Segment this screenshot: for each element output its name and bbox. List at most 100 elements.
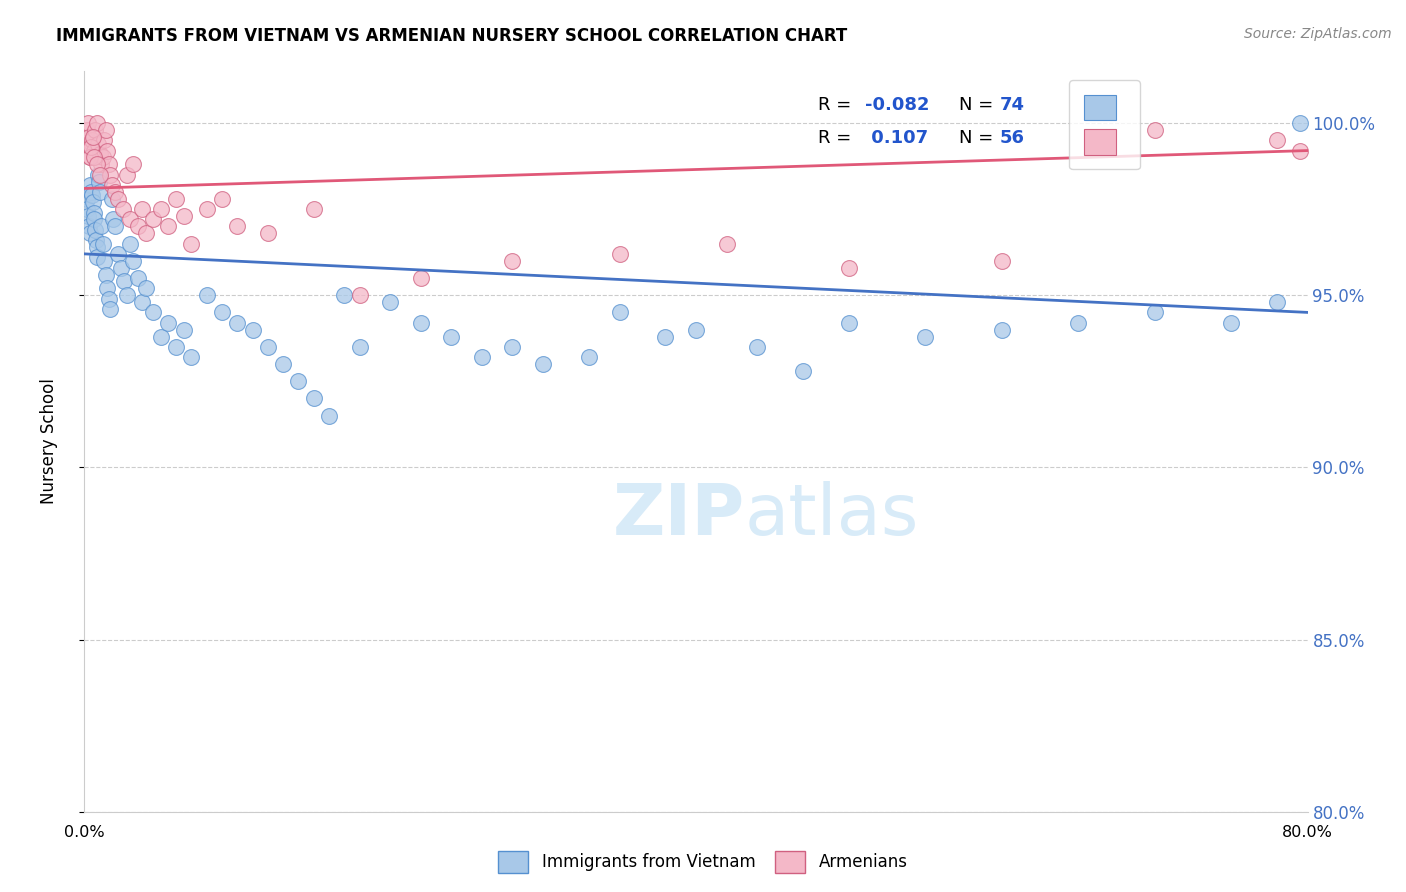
Point [471,350,494,364]
Point [173,209,195,223]
Text: 0.0%: 0.0% [65,825,104,840]
Point [211,305,233,319]
Point [79,226,101,240]
Point [77,116,100,130]
Point [127,271,149,285]
Point [101,178,124,192]
Point [80,140,103,154]
Point [531,357,554,371]
Point [409,316,432,330]
Point [1289,116,1312,130]
Point [84,123,107,137]
Point [87,168,110,182]
Point [122,157,145,171]
Point [685,323,707,337]
Point [83,151,105,165]
Point [89,185,111,199]
Point [80,185,103,199]
Point [914,329,936,343]
Point [157,316,180,330]
Point [94,268,117,282]
Point [991,323,1014,337]
Point [79,140,101,154]
Point [165,192,187,206]
Point [135,226,157,240]
Point [86,250,108,264]
Point [440,329,463,343]
Point [84,233,107,247]
Point [77,129,100,144]
Point [127,219,149,234]
Point [111,202,134,216]
Point [93,253,115,268]
Point [211,192,233,206]
Point [98,168,121,182]
Point [79,151,101,165]
Point [142,305,165,319]
Point [226,219,249,234]
Point [97,157,120,171]
Point [131,202,153,216]
Point [93,133,115,147]
Point [83,144,105,158]
Point [142,212,165,227]
Point [991,253,1014,268]
Point [122,253,145,268]
Point [84,223,107,237]
Text: 56: 56 [1000,129,1025,147]
Point [120,236,142,251]
Point [82,129,104,144]
Point [1265,295,1288,310]
Point [135,281,157,295]
Point [94,123,117,137]
Text: R =: R = [818,129,852,147]
Point [89,147,111,161]
Point [502,253,524,268]
Point [77,209,100,223]
Point [302,392,325,406]
Point [107,192,129,206]
Point [1220,316,1243,330]
Point [83,205,105,219]
Point [349,288,371,302]
Point [165,340,187,354]
Point [101,192,124,206]
Text: R =: R = [818,95,858,113]
Point [103,212,125,227]
Point [97,292,120,306]
Point [86,116,108,130]
Y-axis label: Nursery School: Nursery School [39,378,58,505]
Point [115,288,138,302]
Point [80,133,103,147]
Point [257,340,280,354]
Text: -0.082: -0.082 [865,95,929,113]
Point [104,219,127,234]
Point [609,247,631,261]
Point [98,301,121,316]
Point [1289,144,1312,158]
Point [87,136,110,151]
Text: N =: N = [959,129,998,147]
Point [318,409,340,423]
Point [91,151,114,165]
Text: 0.107: 0.107 [865,129,928,147]
Point [271,357,294,371]
Point [120,212,142,227]
Point [90,157,112,171]
Point [226,316,249,330]
Point [157,219,180,234]
Point [89,168,111,182]
Point [302,202,325,216]
Point [87,175,110,189]
Point [1143,123,1166,137]
Point [90,219,112,234]
Point [131,295,153,310]
Point [112,274,135,288]
Text: 74: 74 [1000,95,1025,113]
Point [110,260,132,275]
Point [104,185,127,199]
Point [79,178,101,192]
Point [76,202,98,216]
Text: ZIP: ZIP [613,481,745,550]
Point [195,202,218,216]
